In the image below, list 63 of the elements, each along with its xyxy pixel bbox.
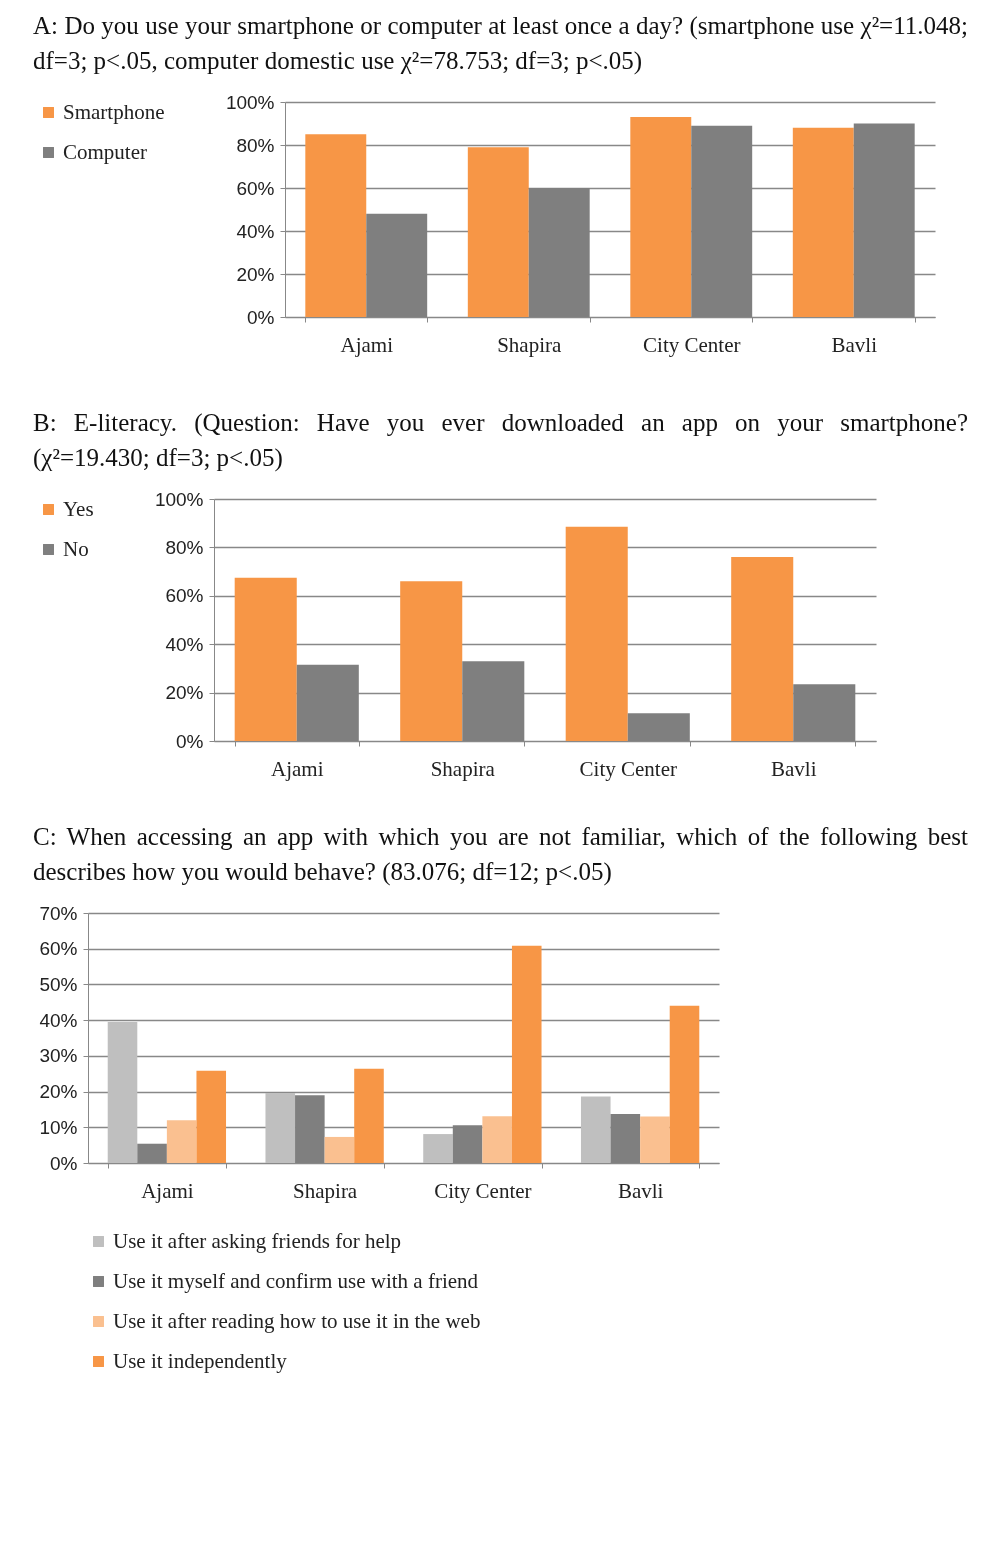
bar <box>467 147 529 317</box>
x-tick-label: Bavli <box>771 756 817 781</box>
y-tick-label: 30% <box>39 1045 78 1067</box>
x-tick-label: City Center <box>643 332 741 357</box>
legend-label: Computer <box>63 139 147 164</box>
legend-label: Use it after reading how to use it in the web <box>113 1308 481 1333</box>
x-tick-label: Bavli <box>831 332 878 357</box>
bar <box>565 526 628 741</box>
legend-label: Use it after asking friends for help <box>113 1228 402 1253</box>
legend-label: No <box>63 536 89 561</box>
y-tick-label: 60% <box>165 585 204 607</box>
y-tick-label: 70% <box>39 902 78 924</box>
bar <box>630 117 692 317</box>
legend-label: Use it myself and confirm use with a friend <box>113 1268 479 1293</box>
y-tick-label: 40% <box>39 1009 78 1031</box>
x-tick-label: Shapira <box>430 756 496 781</box>
bar <box>640 1116 670 1163</box>
y-tick-label: 40% <box>165 633 204 655</box>
x-tick-label: Bavli <box>617 1178 664 1203</box>
bar <box>482 1116 512 1163</box>
bar <box>354 1068 384 1163</box>
y-tick-label: 80% <box>236 134 275 156</box>
bar <box>423 1134 453 1163</box>
x-tick-label: Shapira <box>497 332 562 357</box>
bar <box>107 1021 138 1163</box>
y-tick-label: 60% <box>39 938 78 960</box>
bar <box>196 1070 227 1163</box>
y-tick-label: 100% <box>154 488 204 510</box>
bar <box>731 557 794 741</box>
y-tick-label: 60% <box>236 177 275 199</box>
chart-title: A: Do you use your smartphone or computer at least once a day? (smartphone use χ²=11.048; df=3; p<.05, computer domestic use χ²=78.753; df=3; p<.05) <box>33 11 968 76</box>
bar <box>580 1096 611 1163</box>
chart-title: C: When accessing an app with which you are not familiar, which of the following best describes how you would behave? (83.076; df=12; p<.05) <box>33 822 968 888</box>
chart-title: B: E-literacy. (Question: Have you ever downloaded an app on your smartphone? (χ²=19.430; df=3; p<.05) <box>33 408 968 474</box>
x-tick-label: Ajami <box>271 756 324 781</box>
y-tick-label: 10% <box>39 1116 78 1138</box>
y-tick-label: 20% <box>165 682 204 704</box>
x-tick-label: Ajami <box>340 332 394 357</box>
y-tick-label: 20% <box>39 1081 78 1103</box>
bar <box>234 577 297 741</box>
bar <box>166 1120 197 1163</box>
bar <box>324 1136 355 1163</box>
y-tick-label: 0% <box>247 306 275 328</box>
y-tick-label: 0% <box>176 730 204 752</box>
y-tick-label: 100% <box>225 91 275 113</box>
y-tick-label: 20% <box>236 263 275 285</box>
bar <box>305 134 367 317</box>
legend-label: Smartphone <box>63 99 165 124</box>
x-tick-label: City Center <box>579 756 677 781</box>
bar <box>511 945 542 1163</box>
bar <box>265 1093 296 1163</box>
bar <box>792 127 854 317</box>
bar <box>400 581 463 741</box>
legend-label: Yes <box>63 496 94 521</box>
y-tick-label: 0% <box>50 1152 78 1174</box>
x-tick-label: Shapira <box>293 1178 358 1203</box>
bar <box>669 1005 700 1163</box>
x-tick-label: City Center <box>434 1178 532 1203</box>
x-tick-label: Ajami <box>141 1178 194 1203</box>
y-tick-label: 80% <box>165 536 204 558</box>
y-tick-label: 50% <box>39 973 78 995</box>
legend-label: Use it independently <box>113 1348 288 1373</box>
y-tick-label: 40% <box>236 220 275 242</box>
